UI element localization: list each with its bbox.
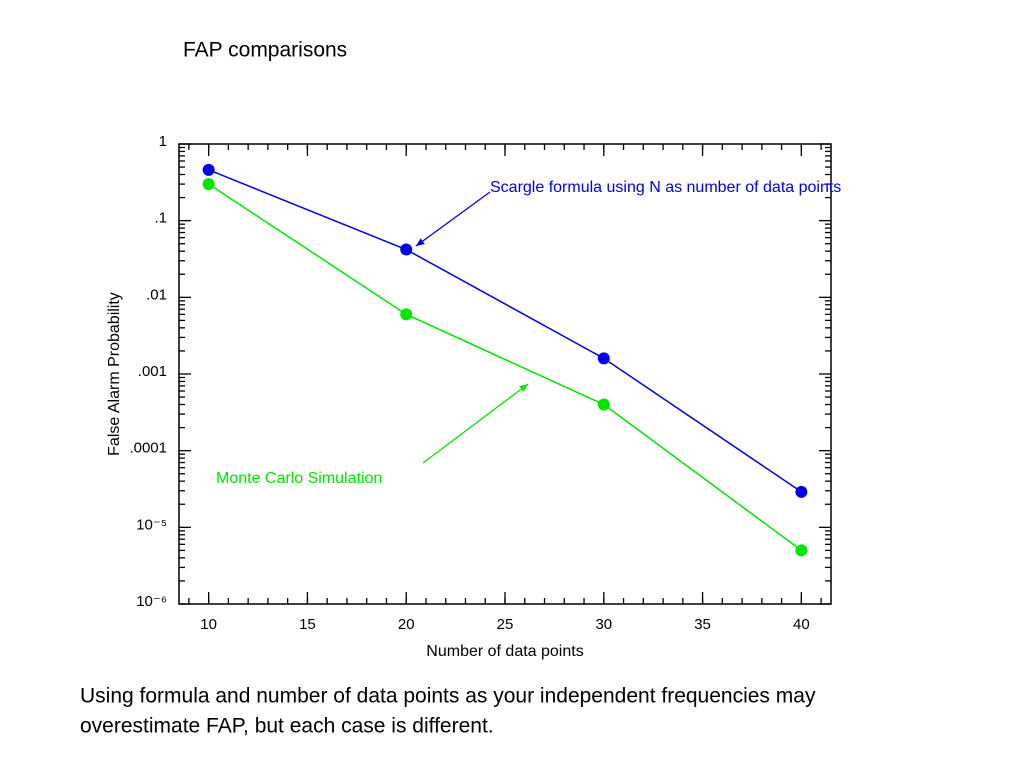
series-label: Monte Carlo Simulation bbox=[216, 470, 382, 487]
data-point bbox=[202, 178, 215, 191]
annotation-arrow bbox=[415, 191, 491, 247]
x-tick-label: 25 bbox=[497, 616, 514, 633]
series-line bbox=[208, 169, 802, 493]
x-tick-label: 35 bbox=[694, 616, 711, 633]
data-point bbox=[400, 243, 413, 256]
chart-title: FAP comparisons bbox=[183, 39, 347, 62]
y-axis-label: False Alarm Probability bbox=[106, 292, 123, 456]
y-tick-label: 10⁻⁶ bbox=[136, 593, 167, 610]
y-tick-label: .01 bbox=[146, 286, 167, 303]
y-tick-label: 1 bbox=[159, 133, 167, 150]
x-axis-label: Number of data points bbox=[426, 643, 583, 660]
series-line bbox=[208, 183, 802, 552]
x-tick-label: 15 bbox=[299, 616, 316, 633]
data-point bbox=[795, 485, 808, 498]
plot-frame bbox=[178, 143, 832, 605]
series-label: Scargle formula using N as number of dat… bbox=[490, 179, 841, 196]
x-tick-label: 30 bbox=[595, 616, 612, 633]
data-point bbox=[795, 544, 808, 557]
arrow-head bbox=[416, 238, 425, 246]
y-tick-label: 10⁻⁵ bbox=[136, 516, 167, 533]
data-point bbox=[597, 398, 610, 411]
y-tick-label: .0001 bbox=[129, 440, 167, 457]
x-tick-label: 40 bbox=[793, 616, 810, 633]
x-tick-label: 10 bbox=[200, 616, 217, 633]
y-tick-label: .001 bbox=[138, 363, 167, 380]
y-tick-label: .1 bbox=[154, 210, 167, 227]
data-point bbox=[400, 308, 413, 321]
arrow-head bbox=[519, 384, 528, 392]
annotation-arrow bbox=[422, 383, 529, 464]
data-point bbox=[202, 163, 215, 176]
caption-line: Using formula and number of data points … bbox=[80, 685, 816, 708]
data-point bbox=[597, 352, 610, 365]
caption-line: overestimate FAP, but each case is diffe… bbox=[80, 715, 494, 738]
x-tick-label: 20 bbox=[398, 616, 415, 633]
